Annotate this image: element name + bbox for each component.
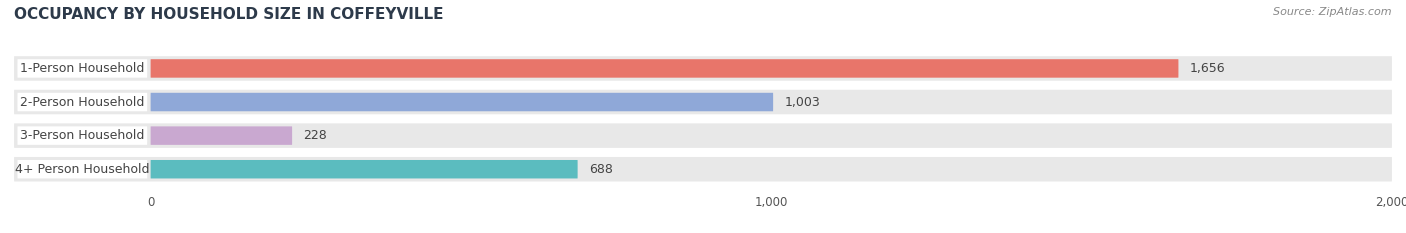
- FancyBboxPatch shape: [150, 59, 1178, 78]
- FancyBboxPatch shape: [17, 93, 148, 111]
- FancyBboxPatch shape: [150, 160, 578, 178]
- FancyBboxPatch shape: [17, 59, 148, 78]
- Text: Source: ZipAtlas.com: Source: ZipAtlas.com: [1274, 7, 1392, 17]
- FancyBboxPatch shape: [14, 90, 1392, 114]
- FancyBboxPatch shape: [150, 126, 292, 145]
- Text: 1,656: 1,656: [1189, 62, 1225, 75]
- FancyBboxPatch shape: [14, 123, 1392, 148]
- Text: 3-Person Household: 3-Person Household: [20, 129, 145, 142]
- Text: 1,003: 1,003: [785, 96, 820, 109]
- Text: 4+ Person Household: 4+ Person Household: [15, 163, 149, 176]
- FancyBboxPatch shape: [17, 160, 148, 178]
- FancyBboxPatch shape: [14, 56, 1392, 81]
- Text: 688: 688: [589, 163, 613, 176]
- Text: OCCUPANCY BY HOUSEHOLD SIZE IN COFFEYVILLE: OCCUPANCY BY HOUSEHOLD SIZE IN COFFEYVIL…: [14, 7, 443, 22]
- FancyBboxPatch shape: [150, 93, 773, 111]
- FancyBboxPatch shape: [17, 126, 148, 145]
- FancyBboxPatch shape: [14, 157, 1392, 182]
- Text: 2-Person Household: 2-Person Household: [20, 96, 145, 109]
- Text: 228: 228: [304, 129, 328, 142]
- Text: 1-Person Household: 1-Person Household: [20, 62, 145, 75]
